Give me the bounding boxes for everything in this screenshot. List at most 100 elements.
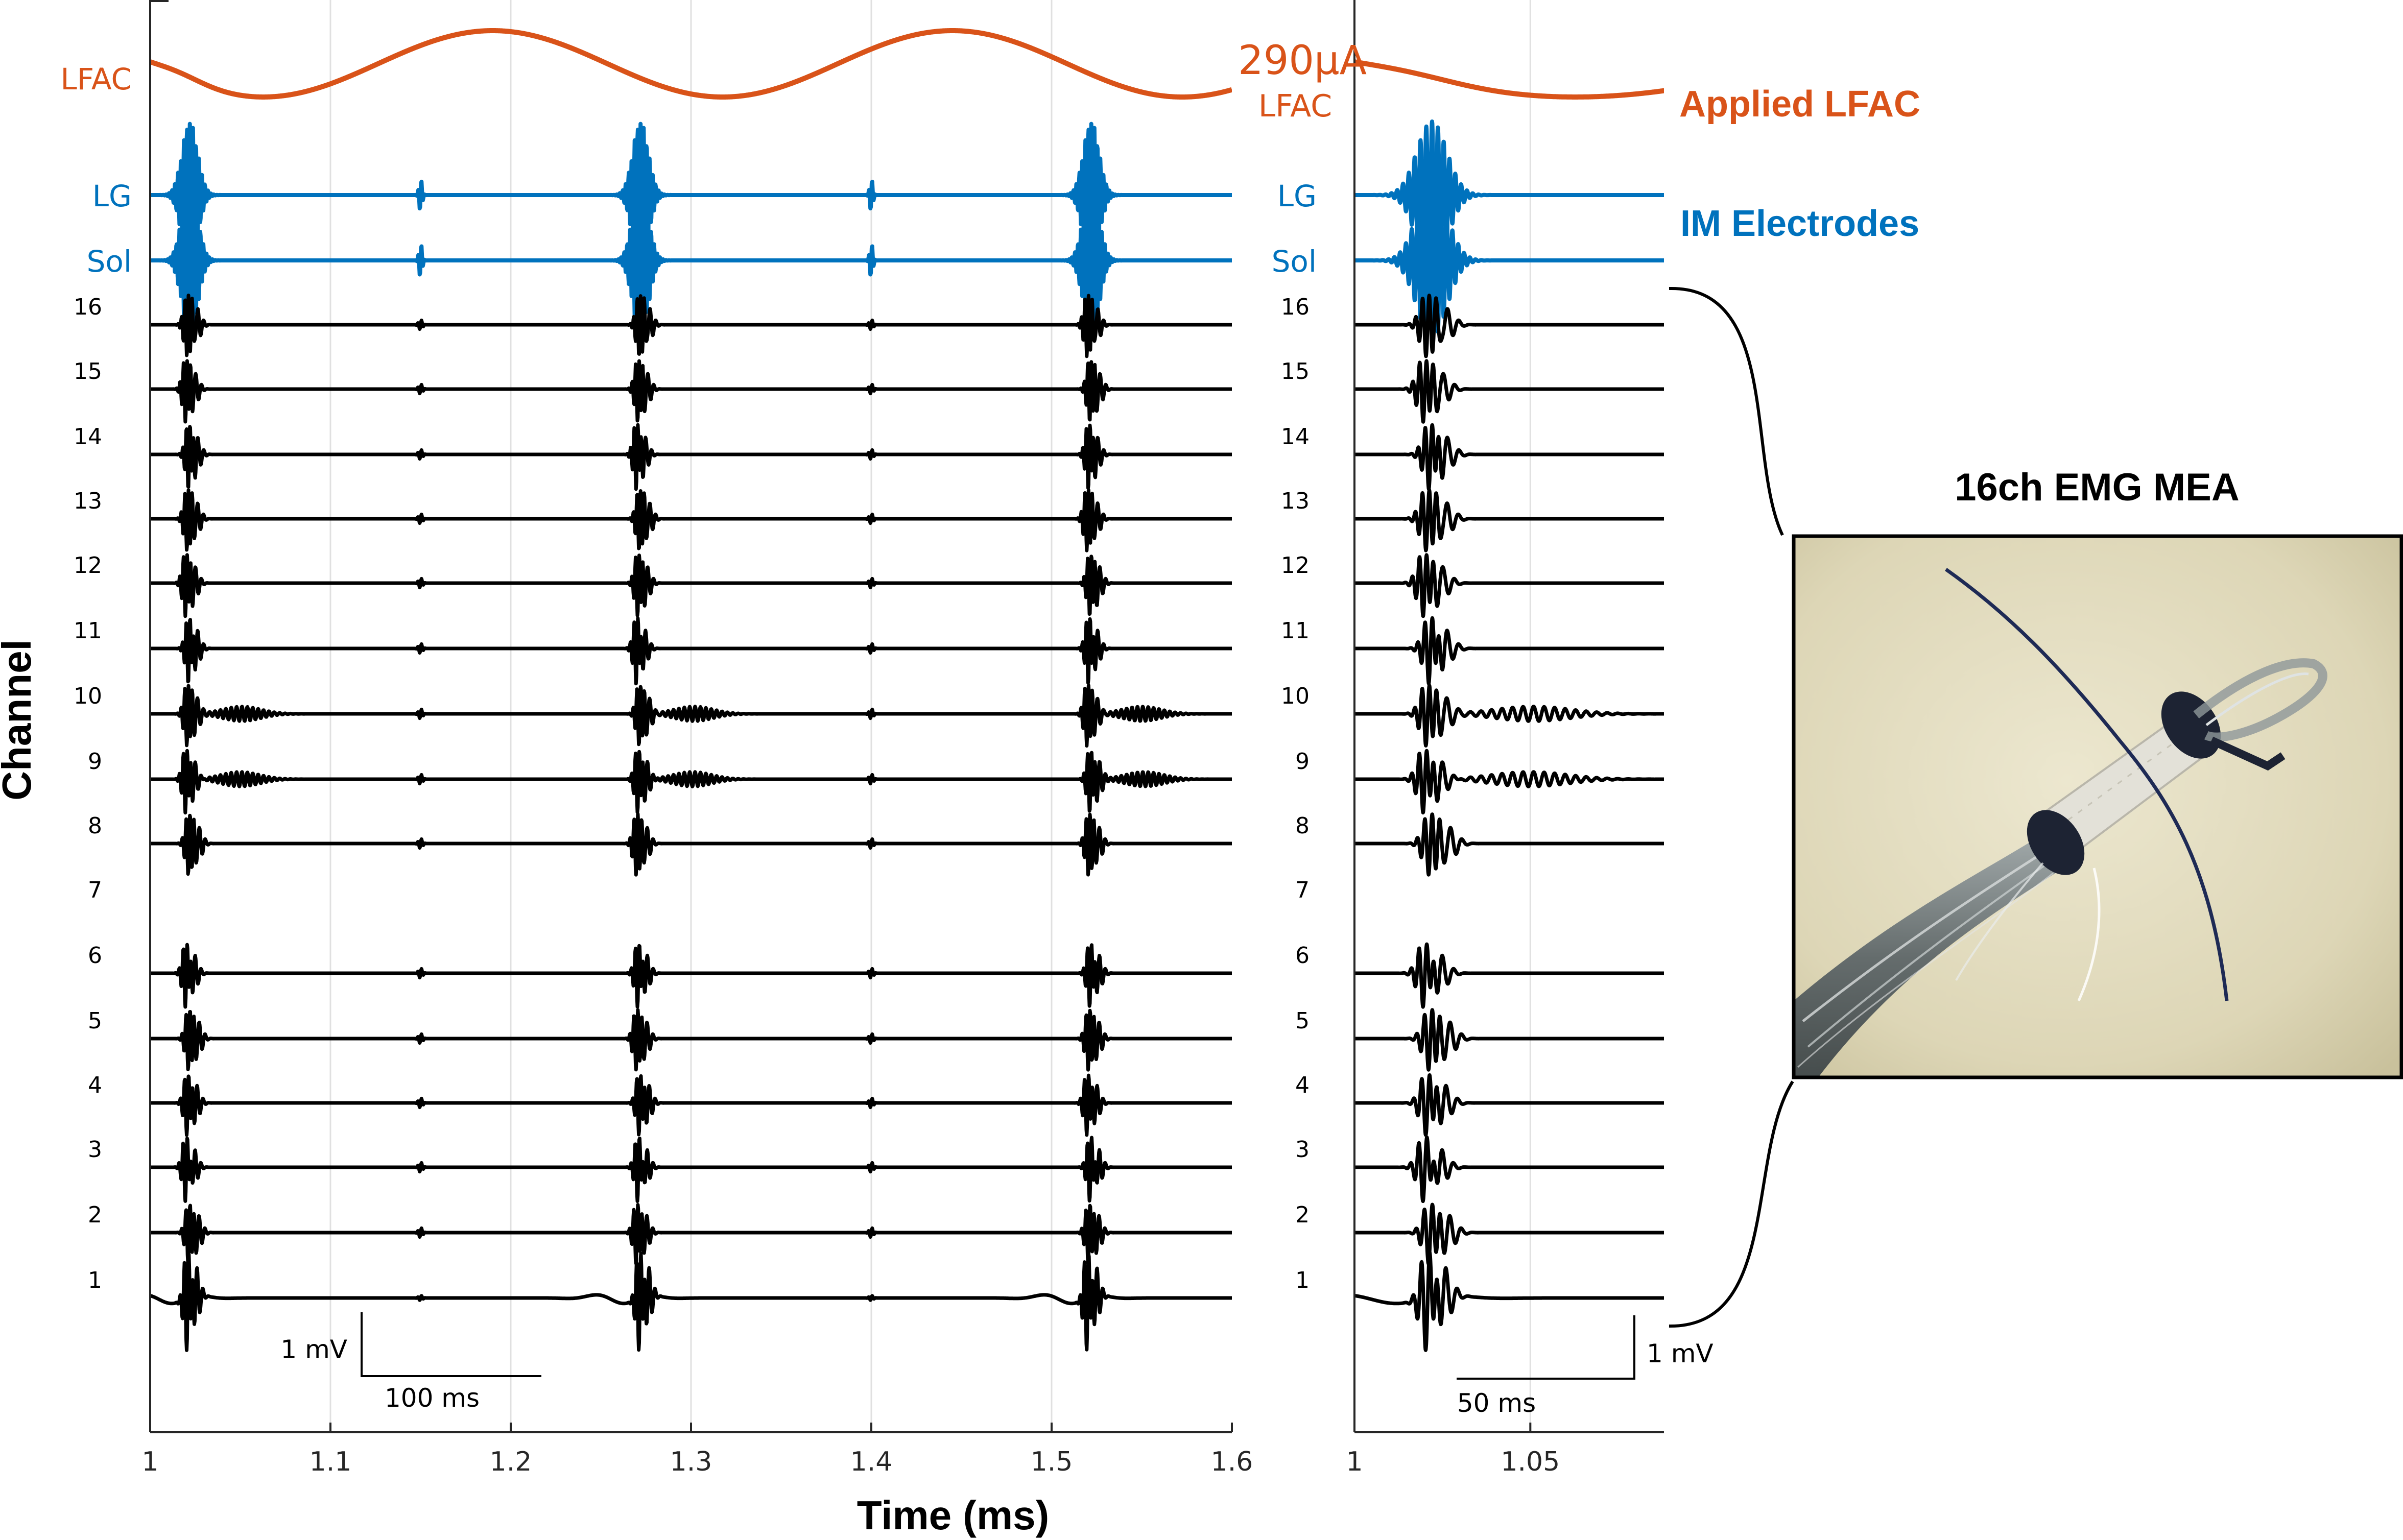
sol-trace xyxy=(150,182,1232,338)
x-tick-label: 1.05 xyxy=(1501,1447,1560,1477)
scale-bar-time: 100 ms xyxy=(385,1383,480,1413)
stim-amplitude-label: 290μA xyxy=(1238,38,1367,84)
label-sol: Sol xyxy=(1272,244,1317,279)
channel-label: 3 xyxy=(1295,1137,1310,1163)
channel-label: 9 xyxy=(88,749,102,775)
channel-label: 15 xyxy=(1281,358,1310,384)
mea-title: 16ch EMG MEA xyxy=(1955,466,2239,509)
emg-trace-ch1 xyxy=(1354,1250,1664,1352)
stim-lfac-label: LFAC xyxy=(1258,88,1332,124)
scale-bar-lines xyxy=(361,1312,541,1377)
scale-bar-amplitude: 1 mV xyxy=(280,1335,347,1364)
label-lfac: LFAC xyxy=(60,62,132,97)
channel-label: 13 xyxy=(1281,488,1310,514)
main-plot-panel: 1 1.1 1.2 1.3 1.4 1.5 1.6 LFACLGSol16151413121… xyxy=(60,0,1253,1477)
channel-label: 7 xyxy=(1295,877,1310,903)
channel-label: 7 xyxy=(88,877,102,903)
x-tick-label: 1.4 xyxy=(850,1447,893,1477)
emg-trace-ch3 xyxy=(150,1136,1232,1204)
lg-trace xyxy=(1354,119,1664,270)
emg-trace-ch3 xyxy=(1354,1135,1664,1204)
y-axis-title: Channel xyxy=(0,639,39,801)
emg-trace-ch12 xyxy=(1354,553,1664,618)
channel-label: 14 xyxy=(1281,424,1310,450)
lfac-trace xyxy=(150,28,1232,100)
channel-label: 16 xyxy=(1281,294,1310,320)
emg-trace-ch14 xyxy=(1354,423,1664,491)
emg-trace-ch12 xyxy=(150,553,1232,618)
main-trace-labels: LFAC LG Sol 16 15 14 13 12 11 10 9 8 7 6 5 4 3 2 1 xyxy=(60,62,132,1293)
channel-label: 4 xyxy=(1295,1072,1310,1098)
zoom-scale-bar: 1 mV 50 ms xyxy=(1457,1315,1714,1418)
channel-label: 2 xyxy=(88,1202,102,1228)
zoom-trace-labels: LG Sol 16 15 14 13 12 11 10 9 8 7 6 5 4 3 2 1 xyxy=(1272,179,1317,1293)
emg-trace-ch6 xyxy=(1354,942,1664,1009)
channel-label: 8 xyxy=(1295,813,1310,839)
brace-lower xyxy=(1669,1080,1794,1328)
channel-label: 3 xyxy=(88,1137,102,1163)
emg-trace-ch13 xyxy=(1354,488,1664,552)
x-tick-label: 1 xyxy=(141,1447,158,1477)
emg-trace-ch5 xyxy=(1354,1008,1664,1072)
channel-label: 5 xyxy=(88,1008,102,1034)
im-electrodes-label: IM Electrodes xyxy=(1680,203,1919,244)
main-x-ticks: 1 1.1 1.2 1.3 1.4 1.5 1.6 xyxy=(141,1423,1253,1477)
lg-trace xyxy=(150,122,1232,270)
channel-label: 14 xyxy=(74,424,102,450)
channel-label: 11 xyxy=(74,618,102,644)
emg-trace-ch10 xyxy=(150,683,1232,748)
x-tick-label: 1 xyxy=(1346,1447,1363,1477)
emg-trace-ch15 xyxy=(150,359,1232,424)
scale-bar-lines xyxy=(1457,1315,1635,1380)
emg-trace-ch14 xyxy=(150,423,1232,491)
sol-trace xyxy=(1354,182,1664,340)
lfac-trace xyxy=(1354,59,1664,100)
x-tick-label: 1.3 xyxy=(670,1447,712,1477)
channel-label: 9 xyxy=(1295,749,1310,775)
main-traces xyxy=(150,28,1232,1352)
channel-label: 2 xyxy=(1295,1202,1310,1228)
emg-trace-ch16 xyxy=(1354,294,1664,358)
x-tick-label: 1.5 xyxy=(1031,1447,1073,1477)
emg-trace-ch5 xyxy=(150,1008,1232,1072)
channel-label: 6 xyxy=(88,943,102,969)
channel-label: 5 xyxy=(1295,1008,1310,1034)
channel-label: 15 xyxy=(74,358,102,384)
channel-label: 13 xyxy=(74,488,102,514)
applied-lfac-label: Applied LFAC xyxy=(1679,84,1920,125)
channel-label: 6 xyxy=(1295,943,1310,969)
emg-trace-ch4 xyxy=(1354,1073,1664,1137)
x-axis-title: Time (ms) xyxy=(857,1493,1049,1538)
channel-label: 4 xyxy=(88,1072,102,1098)
channel-label: 12 xyxy=(1281,552,1310,579)
label-sol: Sol xyxy=(87,244,132,279)
emg-trace-ch1 xyxy=(150,1251,1232,1352)
channel-label: 12 xyxy=(74,552,102,579)
main-scale-bar: 1 mV 100 ms xyxy=(280,1312,541,1413)
scale-bar-amplitude: 1 mV xyxy=(1647,1339,1714,1368)
emg-trace-ch4 xyxy=(150,1073,1232,1137)
x-tick-label: 1.2 xyxy=(490,1447,532,1477)
emg-trace-ch13 xyxy=(150,488,1232,552)
x-tick-label: 1.6 xyxy=(1211,1447,1253,1477)
x-tick-label: 1.1 xyxy=(310,1447,352,1477)
channel-label: 8 xyxy=(88,813,102,839)
emg-trace-ch2 xyxy=(150,1203,1232,1266)
label-lg: LG xyxy=(1277,179,1317,213)
emg-trace-ch8 xyxy=(150,812,1232,877)
emg-trace-ch9 xyxy=(150,749,1232,815)
zoom-traces xyxy=(1354,59,1664,1352)
emg-trace-ch6 xyxy=(150,943,1232,1009)
scale-bar-time: 50 ms xyxy=(1457,1388,1536,1418)
emg-trace-ch8 xyxy=(1354,812,1664,877)
zoom-x-ticks: 1 1.05 xyxy=(1346,1423,1560,1477)
channel-label: 1 xyxy=(88,1267,102,1293)
emg-trace-ch10 xyxy=(1354,683,1664,748)
mea-photo xyxy=(1792,534,2403,1079)
emg-trace-ch11 xyxy=(150,616,1232,686)
channel-label: 10 xyxy=(74,683,102,709)
brace-upper xyxy=(1669,286,1784,536)
channel-label: 1 xyxy=(1295,1267,1310,1293)
